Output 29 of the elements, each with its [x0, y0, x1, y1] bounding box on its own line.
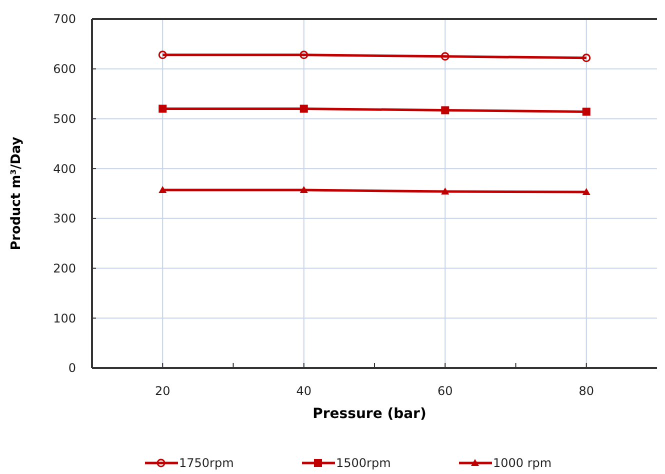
- legend-label: 1750rpm: [179, 456, 234, 470]
- point: [441, 188, 450, 195]
- x-tick-label: 80: [578, 384, 594, 398]
- y-tick-label: 700: [53, 12, 76, 26]
- point: [158, 186, 167, 194]
- x-tick-label: 20: [154, 384, 170, 398]
- point: [582, 108, 590, 116]
- y-tick-label: 500: [53, 112, 76, 126]
- point: [440, 52, 450, 61]
- point: [582, 54, 591, 62]
- y-tick-label: 600: [53, 62, 76, 76]
- y-tick-label: 300: [53, 212, 76, 226]
- y-tick-label: 400: [53, 162, 76, 176]
- point: [582, 188, 590, 196]
- point: [300, 104, 308, 113]
- x-tick-label: 60: [437, 384, 453, 398]
- x-tick-label: 40: [296, 384, 312, 398]
- y-tick-label: 0: [68, 361, 76, 376]
- legend-label: 1500rpm: [336, 456, 391, 470]
- y-tick-label: 200: [53, 261, 76, 276]
- point: [441, 106, 450, 114]
- x-axis-title: Pressure (bar): [312, 406, 426, 422]
- legend-label: 1000 rpm: [493, 456, 552, 470]
- point: [300, 186, 308, 194]
- point: [158, 104, 167, 113]
- y-tick-label: 100: [53, 311, 76, 326]
- y-axis-title: Product m³/Day: [9, 136, 24, 250]
- point: [300, 50, 308, 60]
- point: [158, 50, 167, 60]
